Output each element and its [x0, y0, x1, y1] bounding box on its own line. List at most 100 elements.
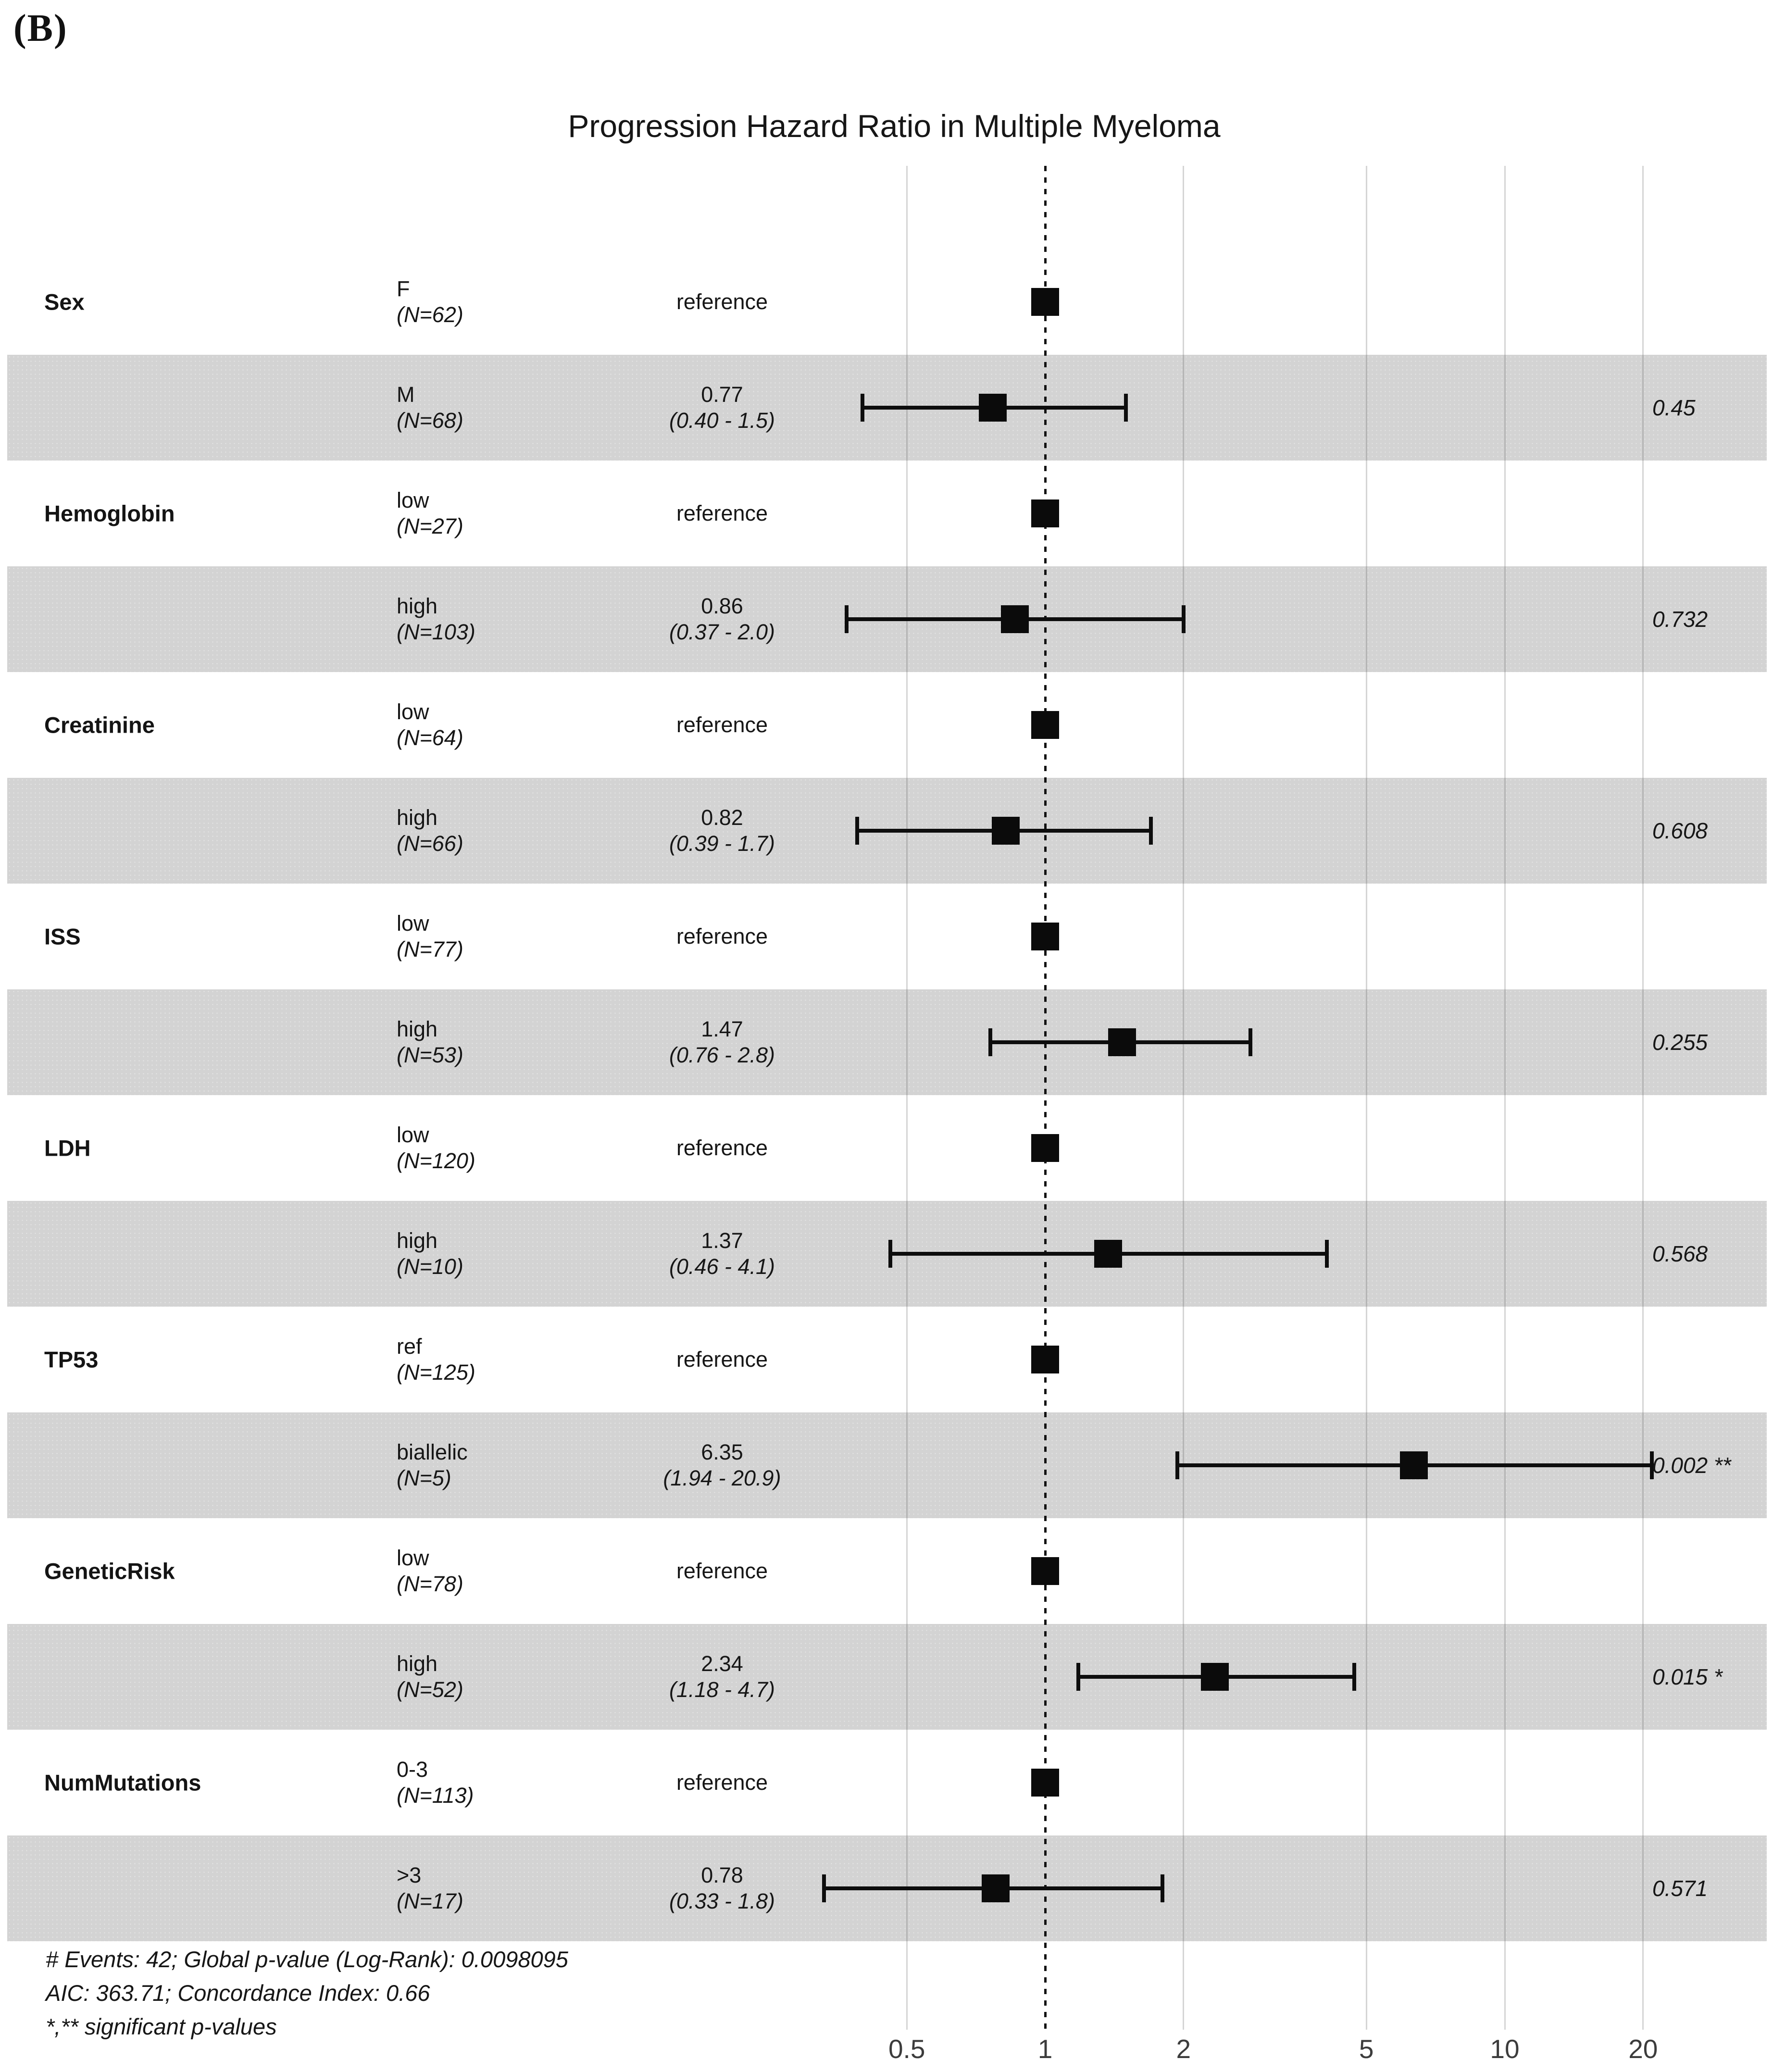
p-value-label: 0.015 *: [1652, 1664, 1723, 1689]
level-n-count: (N=17): [397, 1889, 463, 1913]
ci-cap-left: [845, 605, 849, 633]
level-n-count: (N=5): [397, 1466, 451, 1490]
level-label: low (N=27): [397, 487, 463, 539]
hazard-ratio-marker: [1031, 1134, 1059, 1162]
gridline: [1642, 166, 1644, 2030]
level-label: low (N=78): [397, 1545, 463, 1597]
hazard-ratio-marker: [1031, 1346, 1059, 1373]
estimate-reference-text: reference: [676, 1559, 768, 1583]
x-axis-tick-label: 1: [1037, 2034, 1053, 2064]
estimate-value: 1.47: [701, 1017, 743, 1041]
gridline: [1365, 166, 1367, 2030]
hazard-ratio-marker: [1031, 499, 1059, 527]
hazard-ratio-marker: [981, 1874, 1010, 1902]
level-n-count: (N=62): [397, 302, 463, 327]
hazard-ratio-marker: [1031, 1769, 1059, 1797]
estimate-reference-text: reference: [676, 501, 768, 525]
level-n-count: (N=77): [397, 937, 463, 961]
estimate-label: 0.78 (0.33 - 1.8): [669, 1862, 775, 1914]
estimate-reference-text: reference: [676, 924, 768, 949]
variable-label: LDH: [44, 1135, 91, 1161]
p-value-label: 0.255: [1652, 1030, 1708, 1055]
estimate-value: 0.82: [701, 805, 743, 830]
level-label: high (N=103): [397, 593, 475, 645]
estimate-value: 6.35: [701, 1440, 743, 1464]
level-n-count: (N=125): [397, 1360, 475, 1385]
level-name: >3: [397, 1863, 422, 1887]
level-label: low (N=120): [397, 1122, 475, 1174]
level-n-count: (N=10): [397, 1254, 463, 1279]
estimate-ci: (0.76 - 2.8): [669, 1043, 775, 1067]
estimate-label: 1.47 (0.76 - 2.8): [669, 1016, 775, 1068]
level-label: high (N=53): [397, 1016, 463, 1068]
estimate-label: reference: [676, 1770, 768, 1796]
x-axis-tick-label: 5: [1359, 2034, 1374, 2064]
hazard-ratio-marker: [1031, 923, 1059, 950]
ci-cap-right: [1149, 817, 1153, 845]
estimate-reference-text: reference: [676, 1347, 768, 1372]
estimate-label: 1.37 (0.46 - 4.1): [669, 1228, 775, 1280]
estimate-label: 0.77 (0.40 - 1.5): [669, 382, 775, 434]
hazard-ratio-marker: [991, 817, 1020, 845]
shaded-row-band: [7, 1201, 1767, 1307]
level-name: high: [397, 1228, 438, 1253]
estimate-value: 0.86: [701, 594, 743, 618]
hazard-ratio-marker: [1031, 288, 1059, 316]
gridline: [906, 166, 908, 2030]
hazard-ratio-marker: [1200, 1663, 1229, 1691]
level-label: M (N=68): [397, 382, 463, 434]
level-label: high (N=66): [397, 805, 463, 857]
estimate-reference-text: reference: [676, 712, 768, 737]
p-value-label: 0.571: [1652, 1876, 1708, 1901]
variable-label: Creatinine: [44, 712, 155, 738]
level-name: low: [397, 488, 429, 512]
estimate-ci: (0.46 - 4.1): [669, 1254, 775, 1279]
hazard-ratio-marker: [1094, 1240, 1122, 1268]
ci-cap-left: [822, 1874, 826, 1902]
panel-label: (B): [13, 7, 68, 50]
p-value-label: 0.568: [1652, 1241, 1708, 1266]
estimate-value: 0.78: [701, 1863, 743, 1887]
variable-label: NumMutations: [44, 1770, 201, 1796]
level-n-count: (N=53): [397, 1043, 463, 1067]
ci-cap-left: [1175, 1451, 1180, 1479]
estimate-reference-text: reference: [676, 1136, 768, 1160]
x-axis-tick-label: 10: [1490, 2034, 1520, 2064]
level-name: 0-3: [397, 1757, 428, 1782]
level-n-count: (N=120): [397, 1148, 475, 1173]
shaded-row-band: [7, 1624, 1767, 1730]
level-label: low (N=64): [397, 699, 463, 751]
variable-label: TP53: [44, 1347, 99, 1373]
footnote-events: # Events: 42; Global p-value (Log-Rank):…: [46, 1947, 568, 1972]
estimate-label: 6.35 (1.94 - 20.9): [663, 1439, 781, 1491]
level-n-count: (N=66): [397, 831, 463, 856]
level-name: low: [397, 911, 429, 936]
estimate-reference-text: reference: [676, 1770, 768, 1795]
hazard-ratio-marker: [1031, 1557, 1059, 1585]
level-name: high: [397, 1017, 438, 1041]
variable-label: Hemoglobin: [44, 500, 175, 526]
estimate-label: reference: [676, 1558, 768, 1584]
ci-cap-left: [988, 1028, 993, 1056]
hazard-ratio-marker: [1108, 1028, 1136, 1056]
level-label: high (N=52): [397, 1651, 463, 1703]
hazard-ratio-marker: [1031, 711, 1059, 739]
p-value-label: 0.608: [1652, 818, 1708, 843]
estimate-label: reference: [676, 712, 768, 738]
footnote-aic: AIC: 363.71; Concordance Index: 0.66: [46, 1980, 430, 2006]
x-axis-tick-label: 20: [1628, 2034, 1658, 2064]
hazard-ratio-marker: [1001, 605, 1029, 633]
level-label: low (N=77): [397, 911, 463, 962]
ci-cap-right: [1124, 394, 1128, 422]
estimate-ci: (0.33 - 1.8): [669, 1889, 775, 1913]
chart-title: Progression Hazard Ratio in Multiple Mye…: [568, 108, 1221, 144]
estimate-ci: (0.40 - 1.5): [669, 408, 775, 433]
level-name: low: [397, 699, 429, 724]
ci-cap-left: [888, 1240, 892, 1268]
estimate-ci: (0.39 - 1.7): [669, 831, 775, 856]
ci-cap-right: [1161, 1874, 1165, 1902]
estimate-ci: (0.37 - 2.0): [669, 620, 775, 644]
shaded-row-band: [7, 566, 1767, 672]
estimate-label: reference: [676, 1347, 768, 1373]
level-name: biallelic: [397, 1440, 468, 1464]
